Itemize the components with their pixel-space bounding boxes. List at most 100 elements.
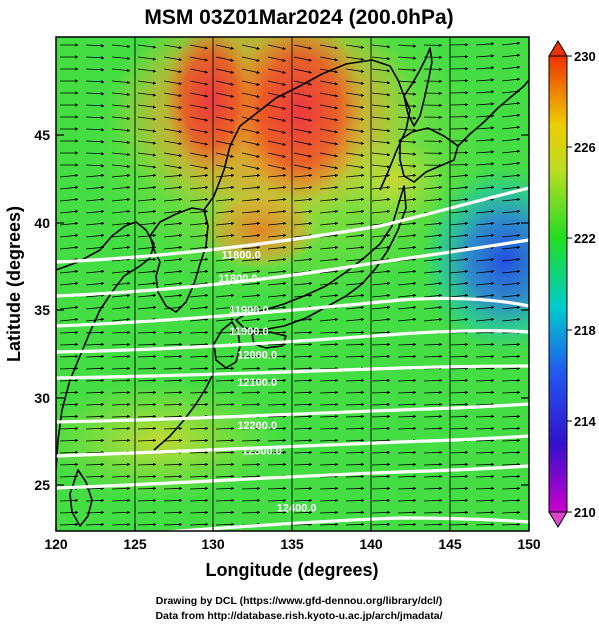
contour-label: 12400.0 [277, 502, 317, 514]
wind-vector [137, 164, 157, 169]
colorbar-tick-label: 210 [574, 505, 596, 520]
wind-vector [111, 92, 131, 97]
wind-vector [527, 68, 529, 70]
wind-vector [215, 92, 234, 98]
wind-vector [215, 426, 235, 431]
wind-vector [241, 56, 260, 62]
wind-vector [501, 209, 521, 214]
wind-vector [475, 66, 495, 70]
wind-vector [215, 56, 234, 62]
wind-vector [137, 152, 157, 157]
wind-vector [189, 462, 209, 467]
wind-vector [319, 390, 339, 395]
wind-vector [319, 342, 339, 347]
wind-vector [423, 317, 443, 322]
wind-vector [267, 426, 287, 431]
wind-vector [85, 128, 105, 132]
wind-vector [345, 56, 365, 61]
wind-vector [189, 104, 209, 110]
wind-vector [449, 354, 469, 359]
wind-vector [319, 330, 339, 335]
wind-vector [189, 233, 209, 238]
wind-vector [111, 438, 131, 443]
wind-vector [501, 77, 521, 82]
wind-vector [267, 92, 286, 98]
wind-vector [319, 378, 339, 383]
wind-vector [475, 221, 495, 226]
wind-vector [241, 366, 261, 371]
coastline-honshu [235, 185, 407, 331]
wind-vector [189, 522, 209, 527]
wind-vector [111, 80, 131, 85]
wind-vector [111, 221, 131, 226]
wind-vector [475, 390, 495, 395]
wind-vector [527, 224, 529, 226]
wind-vector [163, 173, 183, 178]
wind-vector [215, 233, 235, 238]
wind-vector [85, 462, 105, 467]
wind-vector [267, 462, 287, 467]
wind-vector [241, 128, 260, 134]
wind-vector [189, 305, 209, 310]
wind-vector [319, 92, 339, 98]
wind-vector [501, 245, 521, 250]
wind-vector [371, 330, 391, 335]
wind-vector [293, 426, 313, 431]
wind-vector [501, 378, 521, 383]
wind-vector [371, 245, 391, 250]
wind-vector [293, 185, 313, 190]
wind-vector [137, 56, 157, 61]
wind-vector [423, 257, 443, 262]
wind-vector [423, 342, 443, 347]
wind-vector [449, 474, 469, 479]
wind-vector [527, 200, 529, 202]
wind-vector [137, 197, 157, 202]
wind-vector [215, 104, 234, 110]
wind-vector [137, 173, 157, 178]
wind-vector [241, 209, 261, 214]
wind-vector [449, 390, 469, 395]
wind-vector [137, 269, 157, 274]
wind-vector [345, 378, 365, 383]
wind-vector [475, 173, 495, 178]
wind-vector [423, 498, 443, 503]
wind-vector [267, 486, 287, 491]
wind-vector [293, 44, 312, 50]
wind-vector [267, 221, 287, 226]
wind-vector [345, 438, 365, 443]
wind-vector [527, 464, 529, 466]
wind-vector [397, 305, 417, 310]
wind-vector [501, 305, 521, 310]
wind-vector [111, 173, 131, 178]
wind-vector [59, 245, 79, 250]
wind-vector [293, 317, 313, 322]
wind-vector [267, 116, 286, 122]
wind-vector [85, 342, 105, 347]
wind-vector [449, 462, 469, 467]
wind-vector [371, 164, 391, 169]
wind-vector [501, 65, 521, 70]
wind-vector [345, 233, 365, 238]
wind-vector [371, 305, 391, 310]
wind-vector [215, 209, 235, 214]
x-tick-label: 140 [359, 536, 383, 552]
wind-vector [319, 402, 339, 407]
contour-labels: 11800.0 11800.0 11900.0 11900.0 12000.0 12100… [218, 250, 316, 515]
gridlines [134, 37, 451, 531]
wind-vector [85, 104, 105, 108]
wind-vector [449, 233, 469, 238]
wind-vector [501, 173, 521, 178]
wind-vector [241, 92, 260, 98]
wind-vector [501, 474, 521, 479]
wind-vector [319, 462, 339, 467]
wind-vector [319, 257, 339, 262]
wind-vector [267, 498, 287, 503]
wind-vector [293, 257, 313, 262]
wind-vector [449, 185, 469, 190]
wind-vector [163, 245, 183, 250]
wind-vector [293, 56, 312, 62]
wind-vector [85, 92, 105, 96]
wind-vector [345, 498, 365, 503]
wind-vector [241, 498, 261, 503]
wind-vector [267, 80, 286, 86]
